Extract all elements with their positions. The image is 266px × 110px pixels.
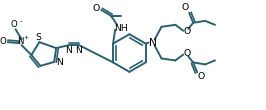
Text: O: O <box>0 37 6 46</box>
Text: N: N <box>56 58 63 67</box>
Text: NH: NH <box>114 24 128 33</box>
Text: N: N <box>149 38 157 48</box>
Text: O: O <box>93 5 100 13</box>
Text: N: N <box>17 37 24 46</box>
Text: S: S <box>35 33 41 42</box>
Text: O: O <box>10 20 17 29</box>
Text: O: O <box>184 27 191 36</box>
Text: N: N <box>66 46 72 55</box>
Text: -: - <box>19 18 22 24</box>
Text: N: N <box>76 46 82 55</box>
Text: O: O <box>197 72 205 81</box>
Text: O: O <box>182 4 189 12</box>
Text: O: O <box>184 49 191 58</box>
Text: +: + <box>23 35 28 40</box>
